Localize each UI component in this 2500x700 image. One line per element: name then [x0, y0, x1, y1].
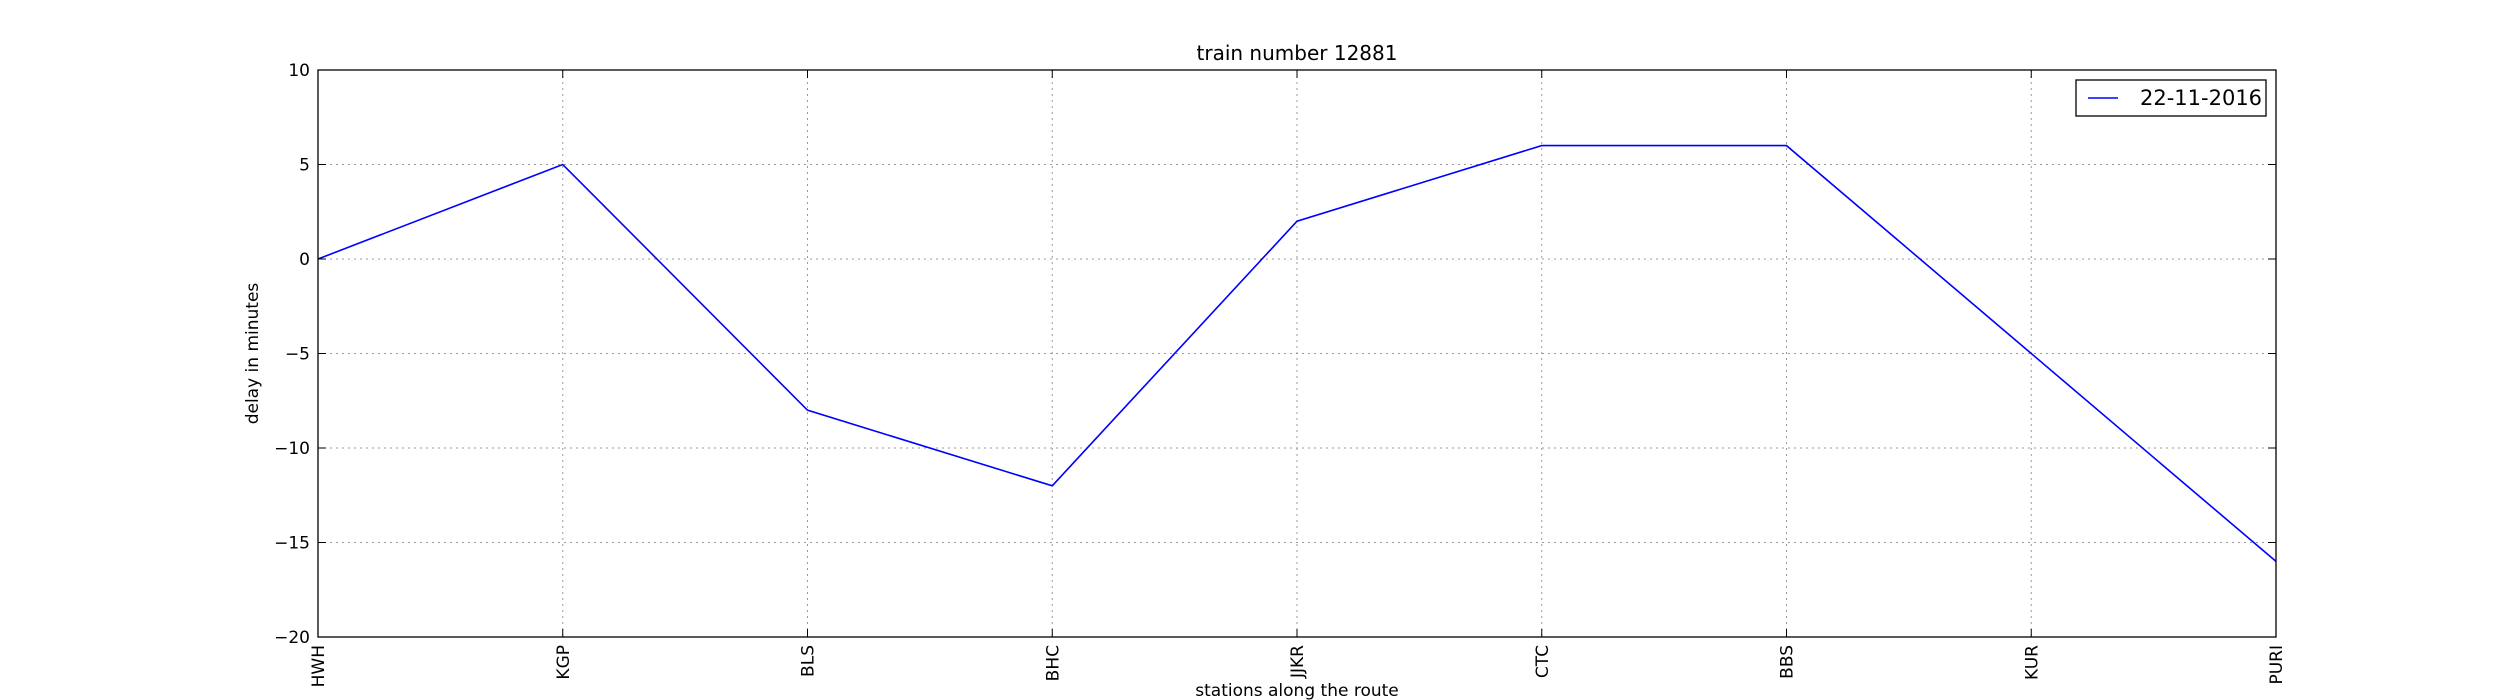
legend-label: 22-11-2016 — [2140, 86, 2262, 110]
x-axis-ticks: HWH KGP BLS BHC JJKR CTC BBS KUR PURI — [309, 70, 2287, 687]
grid-lines — [317, 69, 2277, 638]
x-tick-label: CTC — [1533, 645, 1553, 678]
y-axis-label: delay in minutes — [243, 283, 263, 425]
y-tick-label: 0 — [299, 250, 310, 270]
x-tick-label: KGP — [554, 645, 574, 680]
x-axis-label: stations along the route — [1195, 681, 1399, 700]
y-tick-label: −5 — [285, 345, 310, 365]
series-layer — [317, 144, 2277, 563]
y-tick-label: 5 — [299, 156, 310, 176]
y-tick-label: −20 — [274, 628, 310, 648]
legend: 22-11-2016 — [2075, 79, 2267, 117]
x-tick-label: HWH — [309, 645, 329, 687]
x-tick-label: JJKR — [1288, 645, 1308, 679]
x-tick-label: KUR — [2022, 645, 2042, 680]
y-tick-label: −15 — [274, 534, 310, 554]
series-line — [317, 144, 2277, 563]
y-tick-label: −10 — [274, 439, 310, 459]
x-tick-label: BBS — [1778, 645, 1798, 679]
x-tick-label: PURI — [2267, 645, 2287, 685]
chart-title: train number 12881 — [1197, 41, 1398, 65]
x-tick-label: BHC — [1043, 645, 1063, 681]
y-axis-ticks: 10 5 0 −5 −10 −15 −20 — [274, 61, 2276, 648]
y-tick-label: 10 — [288, 61, 310, 81]
x-tick-label: BLS — [799, 645, 819, 677]
